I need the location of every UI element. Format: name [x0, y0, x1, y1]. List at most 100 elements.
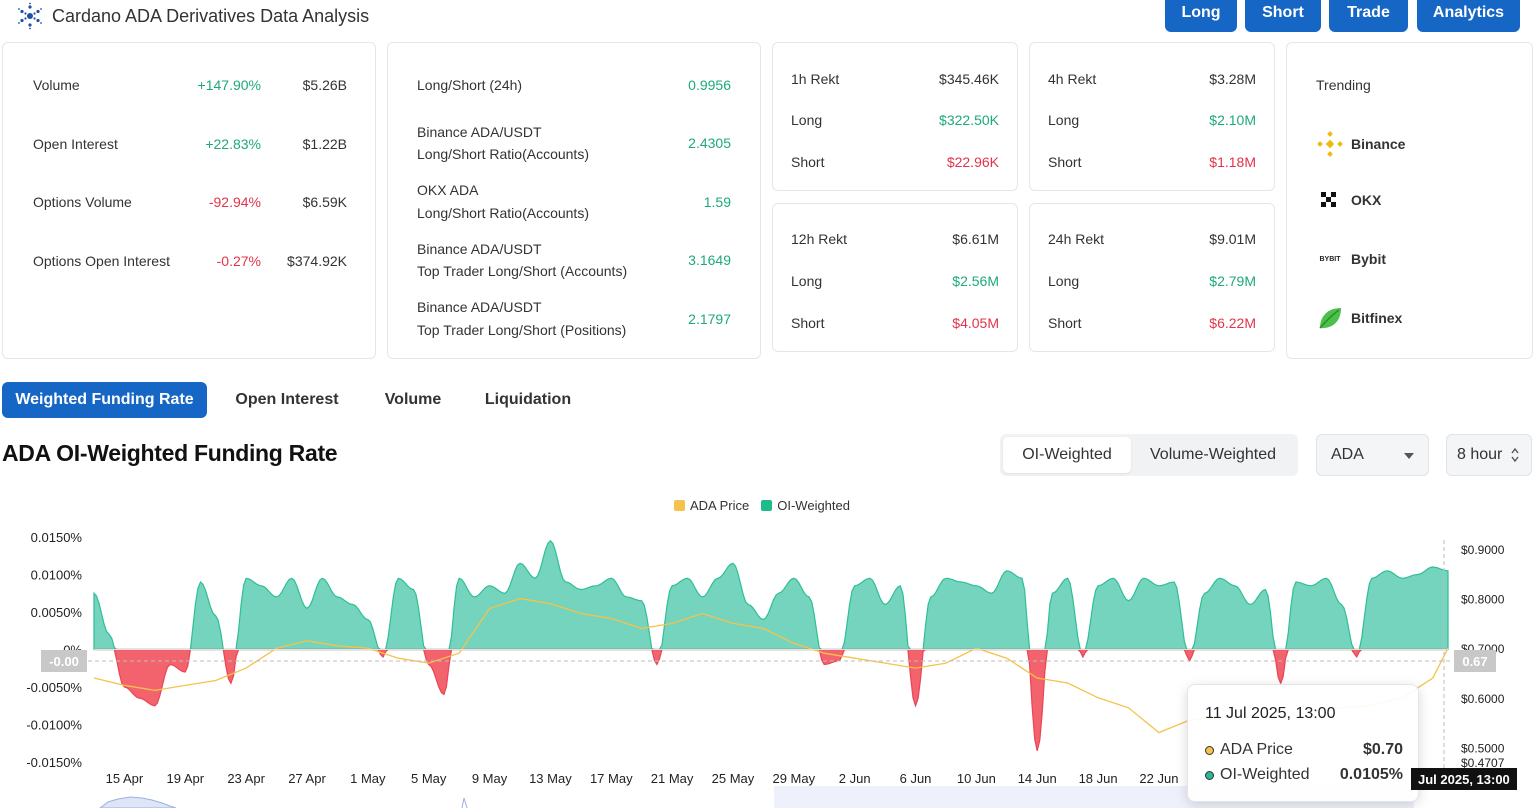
rekt-title: 12h Rekt	[791, 231, 848, 247]
overview-change: +22.83%	[205, 136, 261, 152]
ratio-sublabel: Long/Short Ratio(Accounts)	[417, 146, 589, 162]
overview-change: -0.27%	[216, 253, 261, 269]
ratio-value: 1.59	[703, 194, 731, 210]
y-right-tick-label: $0.9000	[1461, 543, 1505, 557]
x-tick-label: 13 May	[529, 771, 572, 786]
rekt-long-value: $2.10M	[1209, 112, 1256, 128]
rekt-long-value: $2.79M	[1209, 273, 1256, 289]
x-tick-label: 18 Jun	[1079, 771, 1118, 786]
overview-value: $6.59K	[302, 194, 347, 210]
symbol-select-value: ADA	[1331, 446, 1364, 463]
chart-legend: ADA Price OI-Weighted	[674, 498, 850, 513]
rekt-title: 24h Rekt	[1048, 231, 1105, 247]
rekt-title: 4h Rekt	[1048, 71, 1097, 87]
x-tick-label: 1 May	[350, 771, 386, 786]
trending-card: Trending Binance OKX BYBIT Bybit	[1286, 42, 1533, 359]
trending-item-binance[interactable]: Binance	[1317, 131, 1405, 157]
ratio-label: OKX ADA	[417, 182, 479, 198]
crosshair-x-label: Jul 2025, 13:00	[1411, 768, 1517, 790]
crosshair-left-label: -0.00	[41, 650, 87, 672]
weighting-toggle: OI-Weighted Volume-Weighted	[1000, 434, 1298, 476]
y-left-tick-label: -0.0150%	[26, 755, 82, 770]
tab-open-interest[interactable]: Open Interest	[235, 391, 339, 408]
ratio-sublabel: Long/Short Ratio(Accounts)	[417, 205, 589, 221]
short-button[interactable]: Short	[1245, 0, 1321, 32]
rekt-total: $6.61M	[952, 231, 999, 247]
ratio-label: Long/Short (24h)	[417, 77, 523, 93]
legend-label: ADA Price	[690, 498, 750, 513]
tooltip-row-rate: OI-Weighted 0.0105%	[1205, 766, 1403, 784]
chevron-down-icon	[1404, 453, 1414, 459]
y-left-tick-label: -0.0050%	[26, 680, 82, 695]
analytics-button[interactable]: Analytics	[1417, 0, 1520, 32]
legend-swatch	[674, 500, 685, 511]
ratio-value: 0.9956	[688, 77, 731, 93]
rekt-total: $3.28M	[1209, 71, 1256, 87]
legend-item-oi-weighted[interactable]: OI-Weighted	[761, 498, 850, 513]
ratio-value: 3.1649	[688, 252, 731, 268]
tab-weighted-funding-rate[interactable]: Weighted Funding Rate	[2, 382, 207, 418]
ratio-sublabel: Top Trader Long/Short (Positions)	[417, 322, 627, 338]
symbol-select[interactable]: ADA	[1316, 434, 1429, 476]
tooltip-value: $0.70	[1362, 741, 1403, 758]
overview-change: +147.90%	[197, 77, 261, 93]
ratio-value: 2.1797	[688, 311, 731, 327]
segment-volume-weighted[interactable]: Volume-Weighted	[1150, 446, 1276, 463]
x-tick-label: 17 May	[590, 771, 633, 786]
tooltip-dot	[1205, 770, 1214, 780]
rekt-short-value: $1.18M	[1209, 154, 1256, 170]
x-tick-label: 14 Jun	[1018, 771, 1057, 786]
trending-item-bybit[interactable]: BYBIT Bybit	[1317, 251, 1387, 267]
overview-label: Open Interest	[33, 136, 118, 152]
ratio-label: Binance ADA/USDT	[417, 124, 542, 140]
minimap-area	[99, 796, 177, 808]
rekt-title: 1h Rekt	[791, 71, 840, 87]
funding-positive-area	[93, 539, 1449, 651]
trade-button[interactable]: Trade	[1329, 0, 1408, 32]
overview-label: Options Open Interest	[33, 253, 170, 269]
minimap-spike	[461, 797, 468, 808]
rekt-card-24h: 24h Rekt $9.01M Long $2.79M Short $6.22M	[1029, 203, 1275, 352]
overview-label: Volume	[33, 77, 80, 93]
tooltip-label: ADA Price	[1220, 741, 1293, 758]
top-bar: Cardano ADA Derivatives Data Analysis Lo…	[0, 0, 1535, 34]
ratio-label: Binance ADA/USDT	[417, 299, 542, 315]
rekt-card-12h: 12h Rekt $6.61M Long $2.56M Short $4.05M	[772, 203, 1018, 352]
interval-select-value: 8 hour	[1457, 446, 1503, 463]
ratio-card: Long/Short (24h) 0.9956 Binance ADA/USDT…	[387, 42, 761, 359]
page-title: Cardano ADA Derivatives Data Analysis	[52, 5, 370, 26]
rekt-short-label: Short	[791, 154, 825, 170]
rekt-total: $345.46K	[939, 71, 999, 87]
trending-item-okx[interactable]: OKX	[1317, 191, 1381, 209]
rekt-long-value: $322.50K	[939, 112, 999, 128]
legend-swatch	[761, 500, 773, 511]
tab-liquidation[interactable]: Liquidation	[484, 391, 572, 408]
legend-item-ada-price[interactable]: ADA Price	[674, 498, 749, 513]
ratio-value: 2.4305	[688, 135, 731, 151]
rekt-short-label: Short	[1048, 315, 1082, 331]
x-tick-label: 5 May	[411, 771, 447, 786]
rekt-short-label: Short	[791, 315, 825, 331]
interval-select[interactable]: 8 hour	[1446, 434, 1532, 476]
overview-value: $1.22B	[302, 136, 347, 152]
rekt-long-label: Long	[1048, 273, 1080, 289]
binance-icon	[1317, 131, 1343, 157]
y-left-tick-label: 0.0150%	[31, 530, 83, 545]
brand[interactable]: Cardano ADA Derivatives Data Analysis	[16, 2, 369, 30]
long-button[interactable]: Long	[1165, 0, 1237, 32]
rekt-short-label: Short	[1048, 154, 1082, 170]
y-right-tick-label: $0.6000	[1461, 692, 1505, 706]
trending-item-bitfinex[interactable]: Bitfinex	[1317, 305, 1402, 331]
y-left-tick-label: 0.0050%	[31, 605, 83, 620]
ratio-label: Binance ADA/USDT	[417, 241, 542, 257]
segment-oi-weighted[interactable]: OI-Weighted	[1003, 437, 1131, 473]
x-tick-label: 29 May	[772, 771, 815, 786]
overview-value: $374.92K	[287, 253, 347, 269]
tab-volume[interactable]: Volume	[384, 391, 442, 408]
trending-title: Trending	[1316, 77, 1371, 93]
rekt-short-value: $4.05M	[952, 315, 999, 331]
tooltip-value: 0.0105%	[1339, 766, 1403, 783]
cardano-logo-icon	[18, 2, 42, 30]
x-tick-label: 21 May	[651, 771, 694, 786]
chevron-updown-icon	[1511, 448, 1519, 462]
